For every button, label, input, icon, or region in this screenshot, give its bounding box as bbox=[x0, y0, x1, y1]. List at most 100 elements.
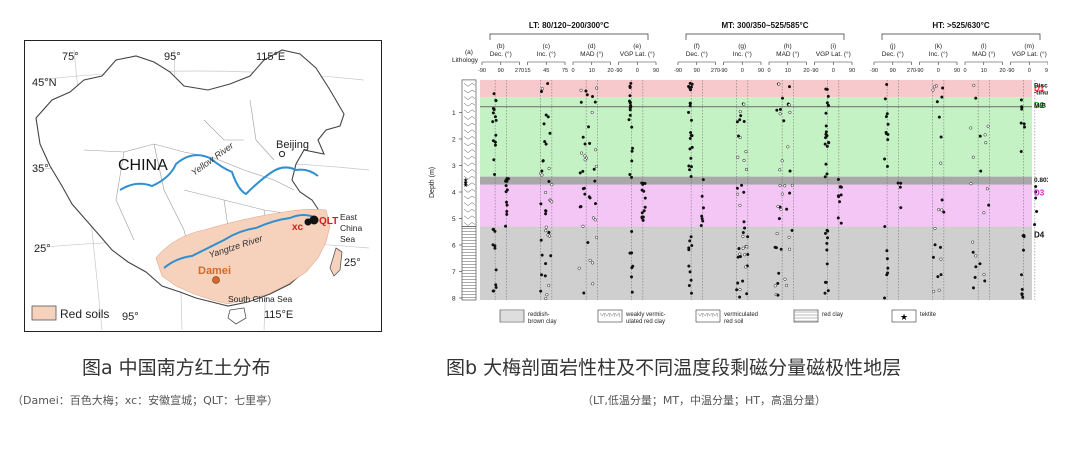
column-tick-label: 90 bbox=[498, 68, 504, 74]
data-point bbox=[777, 82, 781, 86]
column-title: Dec. (°) bbox=[490, 50, 512, 58]
hainan-island bbox=[227, 307, 247, 325]
column-tick-label: 270 bbox=[515, 68, 524, 74]
zone-annotations: D1 D2 D3 D4 Discon--tinuity? M/B 0.803 Ma bbox=[1034, 82, 1048, 239]
data-point bbox=[775, 232, 779, 236]
data-point bbox=[940, 198, 944, 202]
data-point bbox=[492, 289, 496, 293]
data-point bbox=[689, 165, 694, 169]
data-point bbox=[785, 283, 789, 288]
data-point bbox=[788, 110, 792, 114]
data-point bbox=[689, 174, 693, 179]
data-point bbox=[593, 100, 597, 104]
xc-site-label: xc bbox=[292, 222, 304, 233]
data-point bbox=[687, 84, 691, 88]
data-point bbox=[583, 142, 587, 146]
data-point bbox=[823, 231, 827, 235]
data-point bbox=[582, 291, 586, 295]
data-point bbox=[826, 289, 830, 293]
vermiculated-pattern bbox=[463, 162, 476, 167]
data-point bbox=[579, 205, 583, 209]
data-point bbox=[825, 144, 829, 148]
column-tick-label: 90 bbox=[849, 68, 855, 74]
zone-label-d1: D1 bbox=[1034, 84, 1045, 93]
data-point bbox=[701, 219, 705, 223]
data-point bbox=[590, 110, 594, 115]
data-point bbox=[936, 275, 940, 279]
red-soil-legend-label: Red soils bbox=[60, 307, 109, 321]
vermiculated-pattern bbox=[463, 215, 476, 220]
data-point bbox=[825, 101, 829, 105]
data-point bbox=[932, 85, 937, 89]
data-point bbox=[824, 162, 828, 166]
data-point bbox=[978, 262, 982, 266]
data-point bbox=[883, 296, 887, 300]
data-point bbox=[630, 266, 634, 270]
data-point bbox=[741, 234, 745, 238]
data-point bbox=[838, 185, 842, 189]
data-points bbox=[491, 81, 1039, 301]
damei-site-marker bbox=[212, 276, 220, 284]
data-point bbox=[735, 192, 740, 196]
data-point bbox=[823, 291, 827, 295]
data-point bbox=[640, 211, 644, 215]
caption-a-subtitle: （Damei：百色大梅；xc：安徽宣城；QLT：七里亭） bbox=[12, 394, 279, 407]
data-point bbox=[494, 268, 498, 272]
data-point bbox=[629, 81, 633, 85]
data-point bbox=[595, 235, 599, 239]
data-point bbox=[978, 134, 982, 138]
data-point bbox=[836, 194, 841, 198]
column-title: VGP Lat. (°) bbox=[816, 50, 851, 58]
east-sea-label-3: Sea bbox=[340, 234, 355, 244]
data-point bbox=[689, 118, 694, 122]
depth-tick-5: 5 bbox=[452, 216, 456, 223]
east-sea-label-2: China bbox=[340, 223, 362, 233]
column-tick-label: 270 bbox=[711, 68, 720, 74]
data-point bbox=[738, 252, 742, 256]
vermiculated-pattern bbox=[463, 175, 476, 180]
depth-axis: Depth (m) 1 2 3 4 5 6 7 8 bbox=[429, 110, 462, 303]
data-point bbox=[885, 249, 889, 253]
data-point bbox=[778, 107, 782, 111]
data-point bbox=[689, 88, 693, 92]
data-point bbox=[586, 125, 591, 129]
data-point bbox=[933, 226, 937, 230]
data-point bbox=[591, 216, 595, 220]
vermiculated-pattern bbox=[463, 195, 476, 200]
data-point bbox=[505, 209, 509, 213]
data-point bbox=[1019, 273, 1024, 277]
age-label: 0.803 Ma bbox=[1034, 177, 1048, 184]
lat-label-45: 45°N bbox=[32, 77, 57, 89]
data-point bbox=[493, 115, 497, 119]
qlt-site-marker-2 bbox=[304, 218, 312, 226]
column-tick-label: 90 bbox=[954, 68, 960, 74]
column-letter: (d) bbox=[588, 43, 596, 50]
column-tick-label: 0 bbox=[963, 68, 966, 74]
data-point bbox=[898, 185, 902, 189]
vermiculated-pattern bbox=[463, 89, 476, 94]
data-point bbox=[540, 173, 544, 177]
city-label: Beijing bbox=[276, 139, 309, 151]
caption-b-subtitle: （LT,低温分量；MT，中温分量；HT，高温分量） bbox=[582, 394, 827, 407]
yellow-river bbox=[119, 154, 319, 196]
data-point bbox=[939, 257, 943, 261]
data-point bbox=[746, 235, 750, 239]
data-point bbox=[971, 240, 975, 244]
column-letter: (h) bbox=[784, 43, 792, 50]
legend-pattern bbox=[707, 312, 714, 318]
yangtze-river bbox=[163, 214, 317, 269]
data-point bbox=[984, 141, 988, 145]
zone-label-d3: D3 bbox=[1034, 189, 1045, 198]
data-point bbox=[974, 96, 978, 100]
data-point bbox=[579, 88, 583, 92]
data-point bbox=[630, 125, 634, 129]
data-point bbox=[629, 105, 633, 109]
data-point bbox=[699, 224, 703, 228]
legend-pattern bbox=[697, 312, 704, 318]
data-point bbox=[1021, 248, 1026, 252]
data-point bbox=[630, 159, 634, 163]
data-point bbox=[937, 208, 941, 212]
data-point bbox=[790, 228, 794, 232]
caption-b-title: 图b 大梅剖面岩性柱及不同温度段剩磁分量磁极性地层 bbox=[446, 357, 902, 379]
data-point bbox=[540, 169, 544, 173]
